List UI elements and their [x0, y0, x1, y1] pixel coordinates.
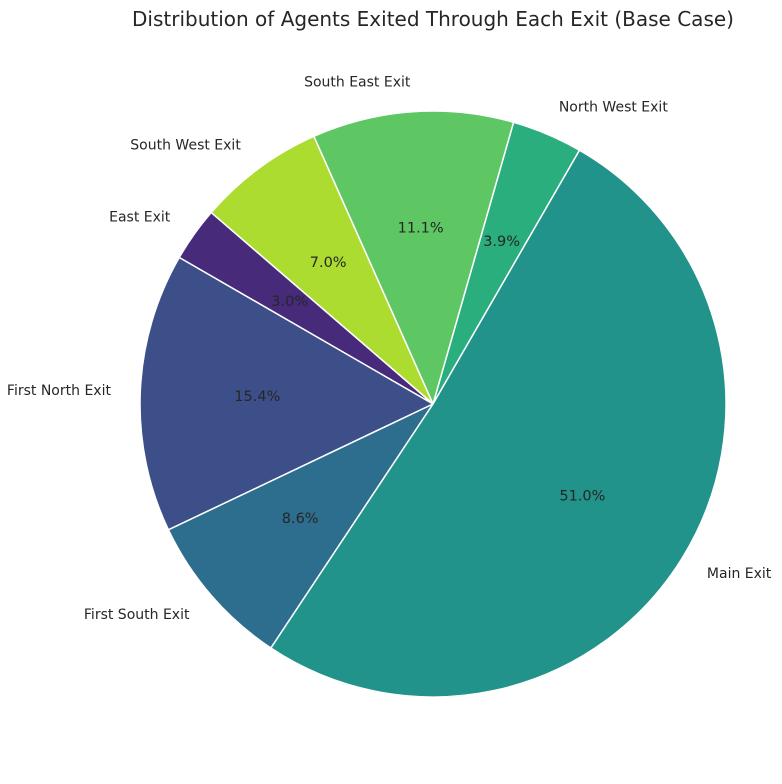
pct-label-first-south-exit: 8.6%	[282, 511, 319, 527]
pct-label-north-west-exit: 3.9%	[483, 234, 520, 250]
pie-slice-south-west-exit	[210, 135, 434, 405]
pct-label-main-exit: 51.0%	[559, 489, 605, 505]
pie-slices	[139, 110, 727, 698]
pct-label-east-exit: 3.0%	[271, 294, 308, 310]
pct-label-south-east-exit: 11.1%	[398, 221, 444, 237]
pie-slice-first-south-exit	[167, 402, 436, 650]
pct-label-south-west-exit: 7.0%	[310, 255, 347, 271]
slice-label-south-east-exit: South East Exit	[304, 74, 411, 90]
pie-slice-main-exit	[269, 149, 727, 698]
slice-label-north-west-exit: North West Exit	[559, 99, 668, 115]
chart-title: Distribution of Agents Exited Through Ea…	[132, 7, 734, 31]
slice-label-main-exit: Main Exit	[707, 566, 772, 582]
slice-label-east-exit: East Exit	[109, 209, 171, 225]
pie-slice-south-east-exit	[312, 110, 515, 407]
pie-slice-first-north-exit	[139, 256, 435, 531]
slice-label-south-west-exit: South West Exit	[130, 137, 241, 153]
pie-labels: North West Exit 3.9% South East Exit 11.1% S…	[7, 74, 772, 623]
slice-label-first-north-exit: First North Exit	[7, 383, 112, 399]
pct-label-first-north-exit: 15.4%	[234, 389, 280, 405]
slice-label-first-south-exit: First South Exit	[84, 607, 190, 623]
